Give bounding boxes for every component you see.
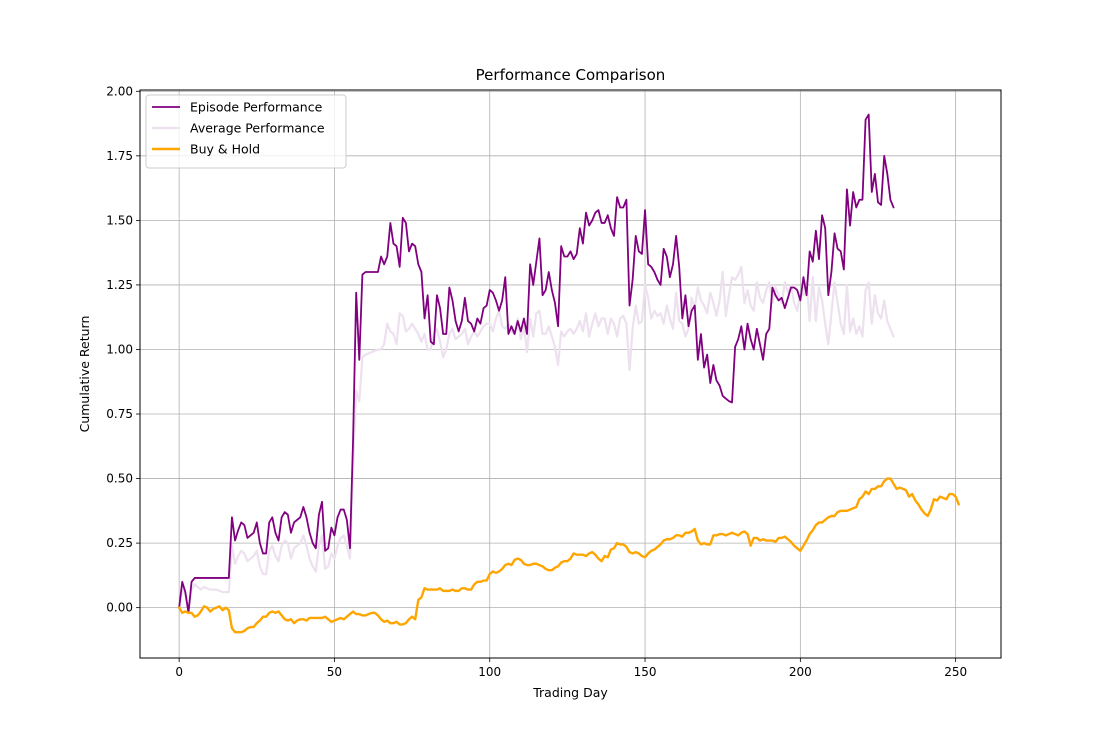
- x-tick-label: 50: [327, 665, 342, 679]
- x-axis-label: Trading Day: [532, 685, 608, 700]
- x-tick-label: 100: [478, 665, 501, 679]
- series-line-buy-hold: [177, 477, 960, 634]
- series-line-episode-performance: [178, 113, 895, 614]
- y-tick-label: 2.00: [106, 84, 133, 98]
- x-tick-label: 200: [789, 665, 812, 679]
- x-tick-label: 250: [944, 665, 967, 679]
- x-tick-label: 0: [175, 665, 183, 679]
- y-tick-label: 0.75: [106, 407, 133, 421]
- y-tick-label: 0.50: [106, 472, 133, 486]
- legend-label: Episode Performance: [190, 100, 323, 115]
- series-line-average-performance: [178, 265, 895, 612]
- y-tick-label: 0.25: [106, 536, 133, 550]
- legend-label: Average Performance: [190, 121, 325, 136]
- y-tick-label: 1.50: [106, 213, 133, 227]
- y-tick-label: 1.00: [106, 342, 133, 356]
- y-tick-label: 1.75: [106, 149, 133, 163]
- y-tick-label: 0.00: [106, 601, 133, 615]
- legend-box: [145, 94, 347, 169]
- grid: [140, 90, 1001, 658]
- legend-label: Buy & Hold: [190, 142, 260, 157]
- series-group: [177, 113, 960, 634]
- axis-ticks: 0 50 100 150 200 250 0.00 0.25 0.50 0.75 1.00 1.25 1…: [106, 84, 967, 679]
- legend: Episode Performance Average Performance Bu…: [145, 94, 347, 169]
- x-tick-label: 150: [634, 665, 657, 679]
- chart-title: Performance Comparison: [476, 66, 666, 84]
- y-tick-label: 1.25: [106, 278, 133, 292]
- y-axis-label: Cumulative Return: [77, 316, 92, 433]
- plot-frame: [139, 89, 1002, 659]
